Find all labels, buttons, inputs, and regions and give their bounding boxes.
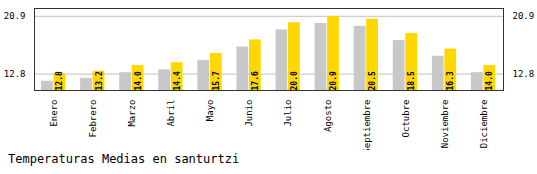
svg-text:20.9: 20.9	[329, 71, 338, 90]
svg-text:Diciembre: Diciembre	[479, 100, 489, 149]
svg-text:20.0: 20.0	[290, 71, 299, 90]
svg-text:Mayo: Mayo	[205, 100, 215, 122]
svg-text:Enero: Enero	[49, 100, 59, 127]
svg-text:Agosto: Agosto	[323, 100, 333, 133]
svg-text:20.5: 20.5	[368, 71, 377, 90]
svg-text:Febrero: Febrero	[88, 100, 98, 138]
svg-text:12.8: 12.8	[4, 69, 26, 79]
svg-text:Julio: Julio	[283, 100, 293, 127]
svg-text:14.0: 14.0	[134, 71, 143, 90]
svg-text:13.2: 13.2	[95, 71, 104, 90]
svg-text:Marzo: Marzo	[127, 100, 137, 127]
svg-text:Noviembre: Noviembre	[440, 100, 450, 149]
svg-text:20.9: 20.9	[4, 11, 26, 21]
svg-text:Abril: Abril	[166, 100, 176, 127]
svg-text:14.0: 14.0	[485, 71, 494, 90]
svg-text:18.5: 18.5	[407, 71, 416, 90]
svg-text:14.4: 14.4	[173, 71, 182, 90]
svg-text:Junio: Junio	[244, 100, 254, 127]
svg-text:Octubre: Octubre	[401, 100, 411, 138]
svg-text:15.7: 15.7	[212, 71, 221, 90]
svg-text:20.9: 20.9	[513, 11, 535, 21]
svg-text:12.8: 12.8	[513, 69, 535, 79]
html-text:Temperaturas Medias en santurt: Temperaturas Medias en santurtzi	[8, 152, 240, 166]
svg-text:12.8: 12.8	[55, 71, 64, 90]
svg-text:Septiembre: Septiembre	[362, 100, 372, 151]
svg-text:17.6: 17.6	[251, 71, 260, 90]
svg-text:16.3: 16.3	[446, 71, 455, 90]
